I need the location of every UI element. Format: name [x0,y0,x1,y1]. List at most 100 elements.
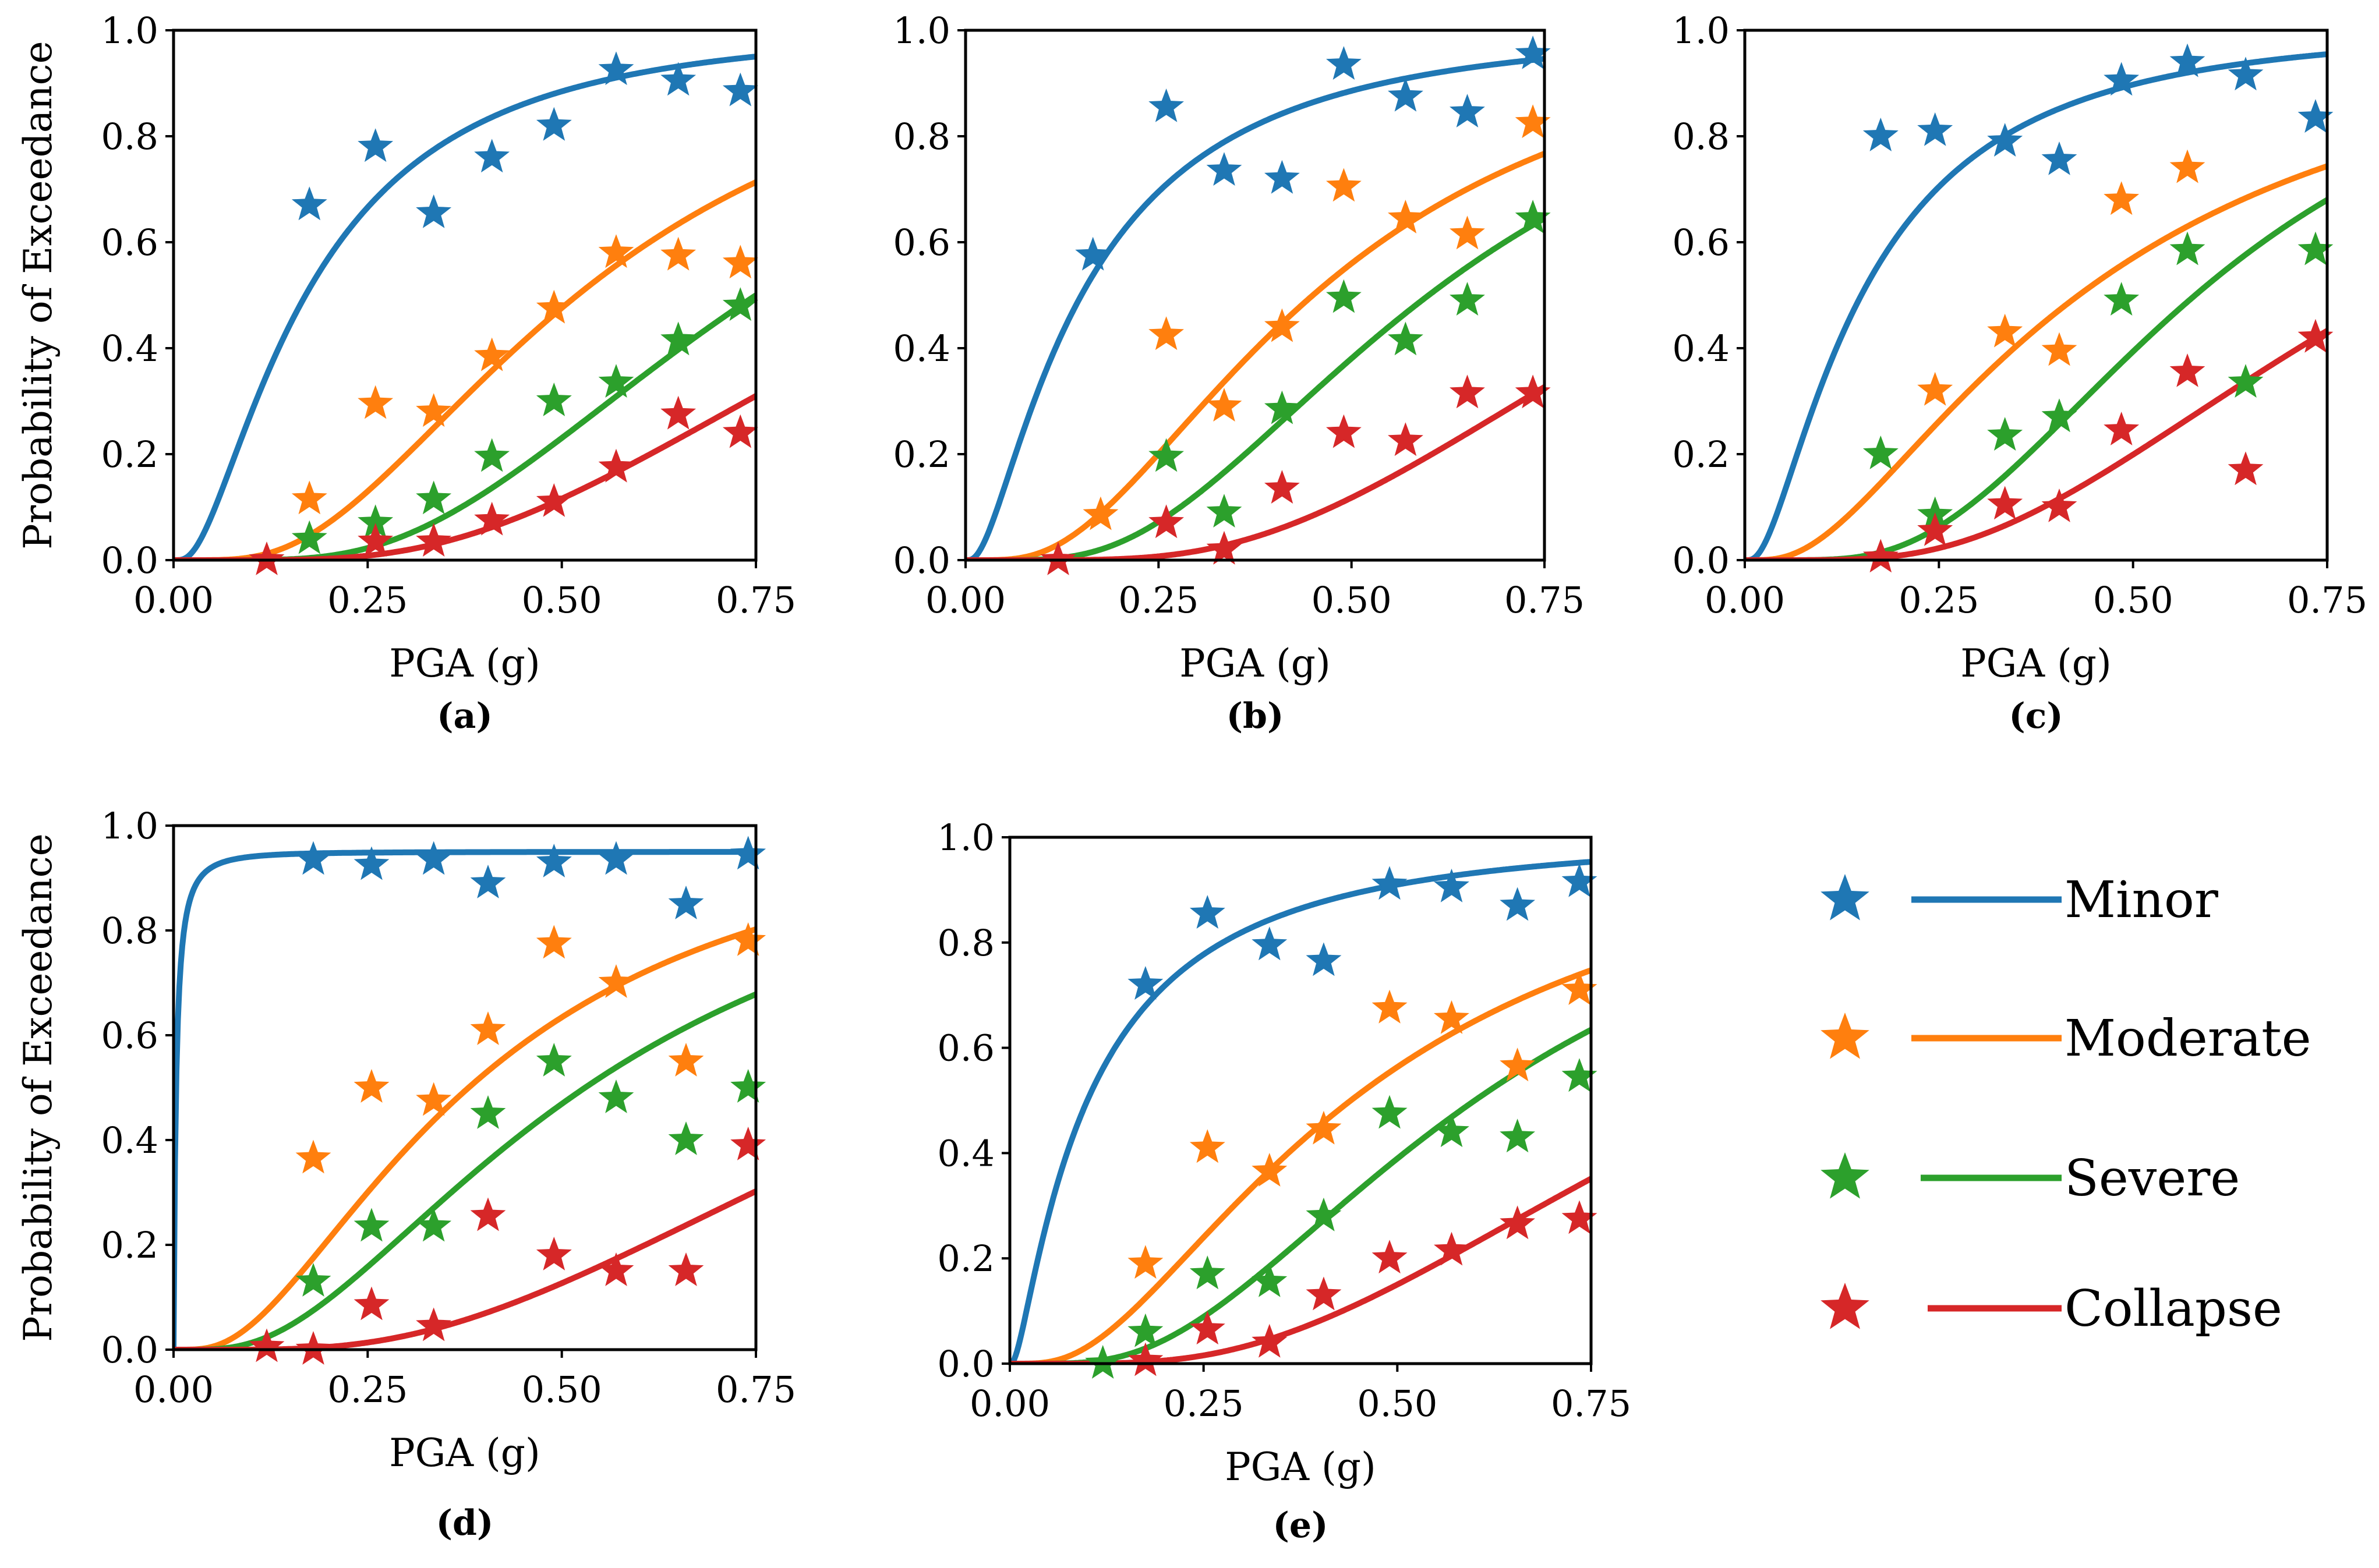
point-moderate [295,1139,331,1174]
point-minor [2169,43,2205,77]
x-tick-label: 0.50 [522,1368,602,1411]
point-severe [354,1208,390,1242]
panel-caption: (a) [437,696,493,737]
point-severe [1085,1345,1121,1379]
plot-frame [1743,29,2329,562]
legend-label-severe: Severe [2065,1149,2240,1208]
x-axis-title: PGA (g) [1225,1445,1376,1489]
x-tick-label: 0.25 [327,1368,408,1411]
point-minor [1252,926,1288,961]
point-collapse [249,541,285,575]
point-severe [1326,279,1362,313]
point-minor [536,107,572,141]
x-axis-title: PGA (g) [389,1431,540,1475]
point-collapse [1148,504,1184,539]
y-tick-label: 0.6 [101,221,158,264]
point-severe [1371,1095,1408,1129]
point-collapse [470,1197,506,1231]
point-severe [1206,494,1242,528]
point-collapse [1206,530,1242,565]
legend-marker-severe [1821,1152,1869,1199]
point-minor [1264,160,1300,194]
y-tick-label: 0.4 [101,1119,158,1162]
point-severe [295,1263,331,1297]
point-collapse [358,523,394,557]
point-severe [1561,1058,1597,1092]
curve-moderate [174,926,756,1350]
point-moderate [1264,308,1300,342]
point-collapse [1862,539,1899,573]
point-severe [358,504,394,539]
point-severe [2104,282,2140,316]
panel-d: 0.0 0.2 0.4 0.6 0.8 1.0 0.00 0.25 0.50 0.75 PGA (g… [16,805,796,1544]
point-moderate [1252,1153,1288,1187]
point-collapse [416,1307,452,1342]
point-minor [668,886,704,919]
y-tick-label: 0.6 [101,1014,158,1057]
panel-b: 0.0 0.2 0.4 0.6 0.8 1.0 0.00 0.25 0.50 0.75 PGA (g… [893,9,1585,737]
point-collapse [2297,318,2334,353]
point-collapse [598,1252,634,1286]
point-moderate [291,480,327,515]
point-moderate [1189,1129,1225,1163]
y-tick-label: 0.0 [937,1343,995,1385]
x-tick-label: 0.50 [1312,579,1392,621]
point-minor [1862,118,1899,151]
point-severe [1987,417,2023,451]
y-tick-label: 1.0 [937,816,995,859]
y-tick-label: 0.0 [101,539,158,582]
point-minor [1075,236,1111,271]
point-moderate [416,393,452,427]
point-collapse [295,1331,331,1365]
point-collapse [1434,1231,1469,1266]
point-severe [536,1043,572,1077]
x-tick-label: 0.50 [1357,1382,1437,1425]
point-collapse [598,448,634,483]
point-collapse [1515,374,1551,409]
point-minor [2297,99,2334,133]
point-collapse [1371,1240,1408,1274]
point-collapse [536,1237,572,1270]
legend-marker-collapse [1821,1283,1869,1329]
curve-collapse [1010,1176,1591,1364]
point-minor [2228,56,2264,91]
point-moderate [358,385,394,419]
point-moderate [730,922,766,956]
x-axis-title: PGA (g) [1179,641,1331,686]
point-moderate [1917,371,1953,406]
point-severe [2041,398,2077,433]
point-minor [730,836,766,870]
point-minor [1987,123,2023,157]
y-tick-label: 0.2 [101,1224,158,1266]
point-moderate [722,245,758,279]
point-severe [668,1121,704,1155]
point-minor [1371,866,1408,900]
point-severe [1388,321,1423,356]
point-moderate [598,964,634,998]
point-severe [1127,1313,1164,1347]
point-moderate [2041,332,2077,366]
point-moderate [1450,215,1485,250]
point-moderate [1148,316,1184,351]
point-moderate [354,1069,390,1103]
point-severe [2297,231,2334,266]
legend-label-minor: Minor [2065,871,2219,929]
point-collapse [2104,412,2140,445]
point-minor [2104,62,2140,96]
point-collapse [1189,1311,1225,1345]
point-severe [722,287,758,321]
point-minor [1148,89,1184,122]
point-severe [1862,436,1899,469]
point-moderate [1434,1000,1469,1034]
point-severe [1252,1263,1288,1297]
y-tick-label: 0.2 [101,433,158,476]
point-collapse [2169,353,2205,387]
y-tick-label: 0.2 [937,1237,995,1280]
point-severe [598,364,634,398]
x-axis-title: PGA (g) [389,641,540,686]
y-tick-label: 0.8 [101,115,158,158]
curve-moderate [1745,163,2327,560]
point-collapse [2041,489,2077,522]
y-tick-label: 0.2 [893,433,950,476]
y-tick-label: 0.2 [1672,433,1730,476]
